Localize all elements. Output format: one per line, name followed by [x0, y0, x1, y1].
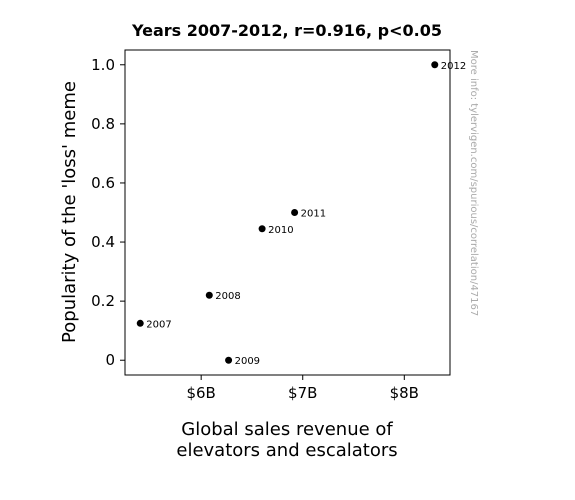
data-point-label: 2009 — [235, 356, 260, 367]
x-axis-title-line-1: Global sales revenue of — [181, 419, 393, 440]
y-tick-label: 0 — [105, 351, 115, 369]
data-point — [205, 291, 213, 299]
data-point-label: 2012 — [441, 61, 466, 72]
x-axis-title-line-2: elevators and escalators — [176, 440, 397, 461]
y-axis-title: Popularity of the 'loss' meme — [59, 81, 80, 343]
data-point-label: 2011 — [301, 209, 326, 220]
data-point — [431, 61, 439, 69]
x-axis: $6B $7B $8B — [186, 375, 419, 402]
data-point — [291, 209, 299, 216]
data-point — [225, 356, 233, 364]
y-tick-label: 0.4 — [91, 233, 115, 251]
y-axis: 0 0.2 0.4 0.6 0.8 1.0 — [91, 56, 125, 369]
watermark-text: More info: tylervigen.com/spurious/corre… — [468, 50, 479, 316]
x-tick-label: $6B — [186, 384, 215, 402]
data-point-label: 2007 — [146, 319, 171, 330]
y-tick-label: 1.0 — [91, 56, 115, 74]
x-tick-label: $8B — [390, 384, 419, 402]
data-point — [258, 225, 266, 233]
plot-area — [124, 49, 451, 376]
y-tick-label: 0.2 — [91, 292, 115, 310]
data-point — [136, 319, 144, 327]
y-tick-label: 0.6 — [91, 174, 115, 192]
data-points: 2007 2008 2009 2010 2011 2012 — [136, 61, 466, 367]
y-tick-label: 0.8 — [91, 115, 115, 133]
chart-title: Years 2007-2012, r=0.916, p<0.05 — [131, 21, 442, 40]
data-point-label: 2010 — [268, 225, 293, 236]
data-point-label: 2008 — [215, 291, 240, 302]
x-tick-label: $7B — [288, 384, 317, 402]
